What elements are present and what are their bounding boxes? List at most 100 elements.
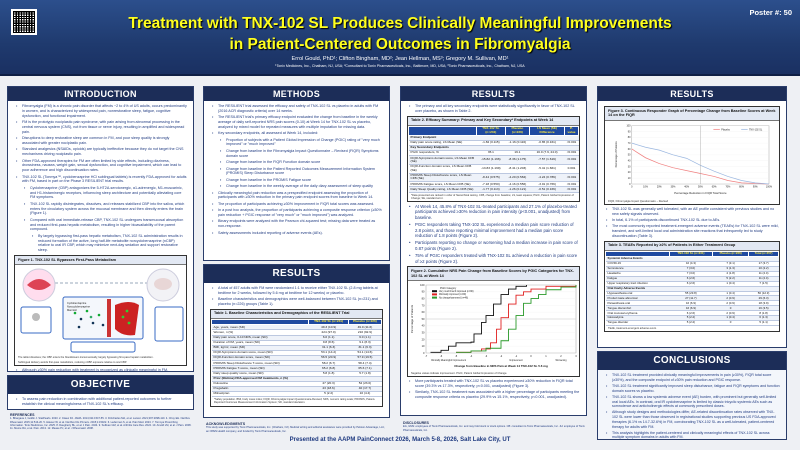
results-list-3: TNX-102 SL was generally well tolerated,… xyxy=(604,207,780,239)
table-cell: 3 (1.3) xyxy=(712,266,749,272)
table-cell: 7 (3.0) xyxy=(669,266,713,272)
molecule-icon xyxy=(32,313,40,322)
bullet-item: Compared with oral immediate-release CBP… xyxy=(14,218,187,232)
results-heading-1: RESULTS xyxy=(204,265,389,283)
table-cell: -1.82 (0.115) xyxy=(476,140,506,146)
table-cell: -1.77 (0.113) xyxy=(476,187,506,193)
table-cell: 31.1 (6.3) xyxy=(308,345,349,352)
table-cell: 6 (1.3) xyxy=(748,315,779,322)
table-cell xyxy=(564,145,579,152)
table-cell: 7 (3.0) xyxy=(669,271,713,277)
series-line-0 xyxy=(430,285,527,353)
table-cell xyxy=(505,145,530,152)
table-cell: 56 (12.3) xyxy=(748,291,779,297)
affiliations: ¹Tonix Medicines, Inc., Chatham, NJ, USA… xyxy=(275,64,525,68)
x-axis-label: Change from Baseline in NRS Pain at Week… xyxy=(454,364,548,368)
region-label: Improvement xyxy=(509,359,523,362)
table-cell: Daily Sleep Quality rating, LS Mean CFB … xyxy=(408,187,477,193)
table-cell: Fatigue xyxy=(605,276,670,282)
bullet-item: TNX-102 SL treatment provided clinically… xyxy=(604,373,780,382)
figure-3-title: Figure 3. Continuous Responder Graph of … xyxy=(605,107,779,121)
y-axis-label: Percentage of Patients xyxy=(410,304,414,333)
table-cell: 0 xyxy=(712,320,749,326)
table-row: PROMIS Fatigue T-score, mean (SD) 65.2 (6… xyxy=(211,366,382,372)
column-header: Placebo (n=226) xyxy=(504,125,531,136)
table-cell: Headache xyxy=(605,271,670,277)
y-tick-label: 50 xyxy=(422,317,425,321)
results-heading-3: RESULTS xyxy=(598,87,786,101)
x-tick-label: 60% xyxy=(712,186,718,189)
table-cell: 16 (3.5) xyxy=(748,305,779,312)
table-row: Oral mucosal erythema 6 (2.6) 2 (0.9) 8 (1.… xyxy=(605,310,779,317)
figure-1-title: Figure 1. TNX-102 SL Bypasses First-Pass… xyxy=(15,256,186,266)
table-cell: 53.1 (14.2) xyxy=(308,350,349,357)
bullet-item: Clinically meaningful pain reduction was… xyxy=(210,191,383,201)
bullet-item: The RESILIENT trial's primary efficacy e… xyxy=(210,115,383,129)
table-row: Paraesthesia oral 16 (6.9) 2 (0.9) 18 (3.9) xyxy=(605,300,779,307)
table-cell xyxy=(529,145,565,152)
methods-section: METHODS The RESILIENT trial assessed the… xyxy=(203,86,390,261)
table-row: COVID-19 10 (4.3) 7 (3.1) 17 (3.7) xyxy=(605,261,779,267)
table-cell: 5.7 (1.8) xyxy=(348,371,382,377)
y-tick-label: 70 xyxy=(422,303,425,307)
table-cell xyxy=(476,145,506,152)
figure-2-title: Figure 2. Cumulative NRS Pain Change fro… xyxy=(408,267,579,282)
table-cell: PROMIS Sleep Disturbance T-score, mean (… xyxy=(211,361,309,367)
table-cell: Oral mucosal erythema xyxy=(605,310,670,317)
figure-2-footnote: Negative values indicate improvement. PG… xyxy=(411,371,508,375)
table-cell: Daily sleep quality score, mean (SD) xyxy=(211,371,309,377)
legend-swatch xyxy=(432,290,437,293)
qr-code[interactable] xyxy=(11,9,37,35)
results-list-1: A total of 457 adults with FM were rando… xyxy=(210,286,383,307)
table-cell: PGIC responders, % xyxy=(408,151,477,157)
bullet-item: The proportion of participants achieving… xyxy=(210,202,383,207)
table-row: Milnacipran 5 (2.2) 10 (4.4) xyxy=(211,392,382,398)
results-list-2b: At Week 14, 45.8% of TNX-102 SL-treated … xyxy=(407,204,580,265)
table-cell xyxy=(669,286,713,292)
conclusions-list: TNX-102 SL treatment provided clinically… xyxy=(604,373,780,439)
legend-mannitol: Mannitol xyxy=(67,308,77,312)
table-cell: 9.8 (8.6) xyxy=(308,340,349,346)
table-cell xyxy=(308,376,349,382)
table-cell xyxy=(748,256,779,262)
table-cell: 6.0 (1.1) xyxy=(348,335,382,341)
table-cell: <0.001 xyxy=(564,151,579,157)
center-note-box xyxy=(70,341,136,353)
poster-title: Treatment with TNX-102 SL Produces Clini… xyxy=(60,13,740,55)
conclusions-heading: CONCLUSIONS xyxy=(598,352,786,370)
table-row: Pregabalin 43 (18.6) 40 (17.7) xyxy=(211,386,382,393)
y-tick-label: 100 xyxy=(626,124,631,127)
y-tick-label: 40 xyxy=(628,159,631,162)
column-header xyxy=(407,125,478,136)
bullet-item: In a post hoc analysis, the proportion o… xyxy=(210,208,383,218)
table-cell: 4 (1.8) xyxy=(712,271,749,277)
table-cell: 1 (0.4) xyxy=(712,281,749,287)
series-line-2 xyxy=(456,285,577,353)
x-tick-label: 80% xyxy=(739,186,745,189)
table-row: PROMIS Sleep Disturbance score, LS Mean … xyxy=(408,173,579,183)
table-cell: -8.44 (0.575) xyxy=(476,173,506,183)
table-cell: 2 (0.9) xyxy=(712,310,749,317)
series-line-1 xyxy=(456,285,577,353)
table-cell: 31.1 (6.3) xyxy=(348,345,382,352)
table-cell: 10 (2.2) xyxy=(748,266,779,272)
bullet-item: Key secondary endpoints, all assessed at… xyxy=(210,131,383,136)
bullet-item: PGIC responders taking TNX-102 SL experi… xyxy=(407,222,580,239)
table-2-title: Table 2. Efficacy Summary: Primary and K… xyxy=(408,116,579,126)
bullet-item: Other FDA-approved therapies for FM are … xyxy=(14,159,187,173)
teae-table: TNX-102 SL (n=231) Placebo (n=226) Total (… xyxy=(605,250,779,326)
table-cell: -0.51 (0.166) xyxy=(529,187,565,193)
table-cell: 1 (0.4) xyxy=(712,291,749,297)
table-cell: <0.001 xyxy=(564,182,579,188)
x-tick-label: -4 xyxy=(470,354,473,358)
table-cell: 65.6 (7.1) xyxy=(348,366,382,372)
bullet-item: TNX-102 SL treatment significantly impro… xyxy=(604,384,780,393)
table-cell: 35.1 xyxy=(476,151,506,157)
legend-title: PGIC Category xyxy=(440,287,457,290)
table-row: Product taste abnormal 27 (11.7) 2 (0.9) 29… xyxy=(605,295,779,302)
table-row: Headache 7 (3.0) 4 (1.8) 11 (2.4) xyxy=(605,271,779,277)
table-row: Duloxetine 47 (20.3) 52 (23.0) xyxy=(211,381,382,388)
table-cell: 49.3 (10.9) xyxy=(308,325,349,331)
results-heading-2: RESULTS xyxy=(401,87,586,101)
bullet-item: Disruptions to deep restorative sleep ar… xyxy=(14,136,187,146)
